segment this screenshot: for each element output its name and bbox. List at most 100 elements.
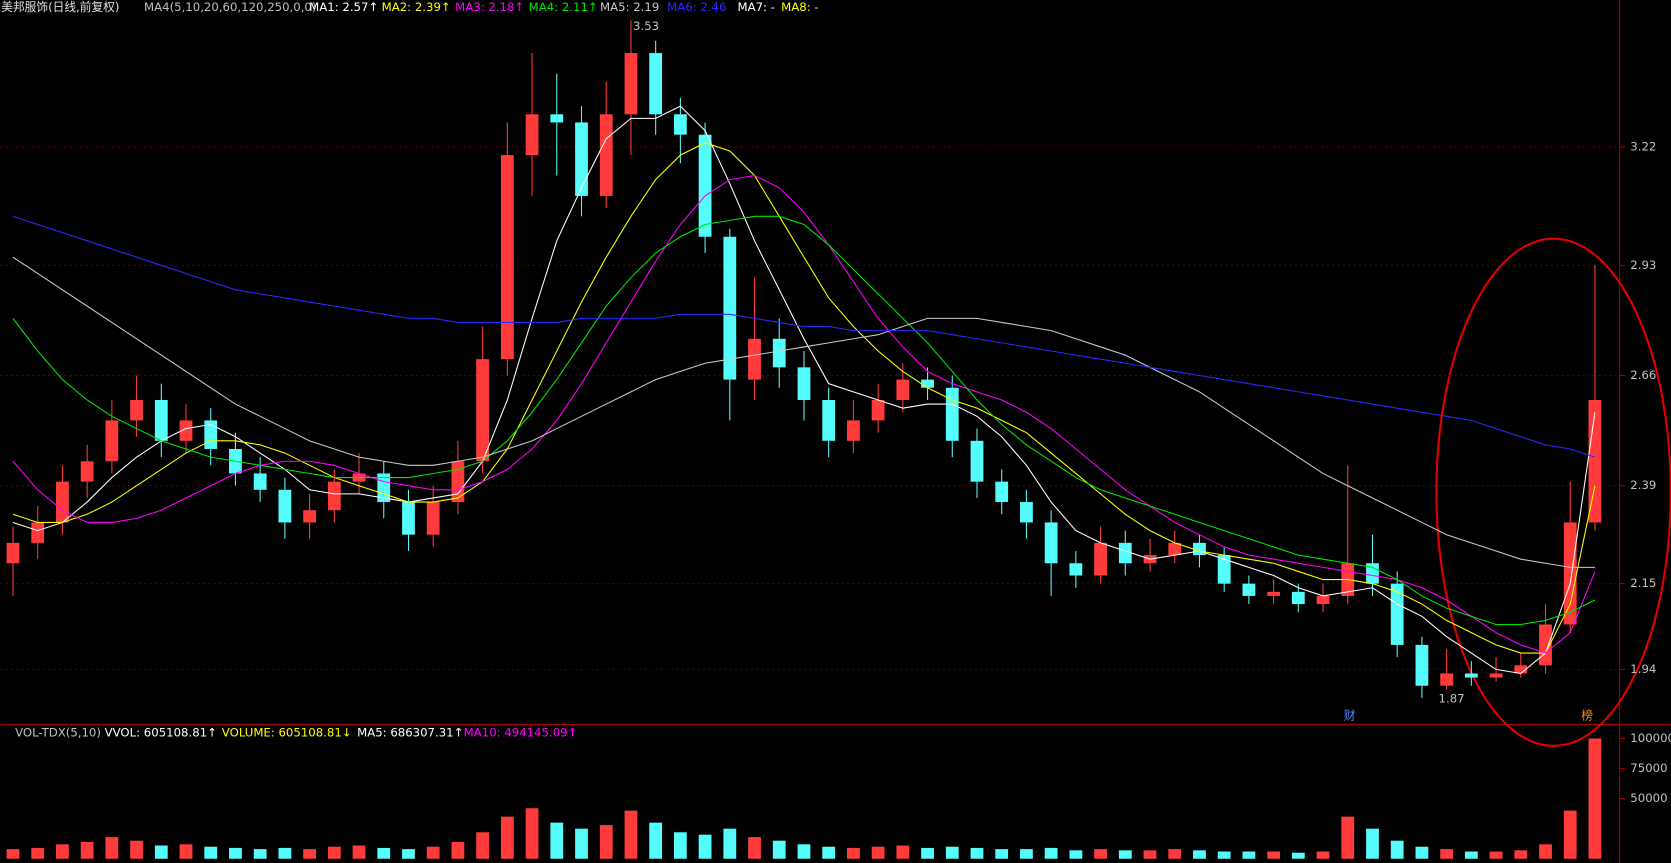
- legend-label: MA8: -: [781, 0, 818, 14]
- volume-bar: [847, 847, 860, 859]
- legend-label: MA6: 2.46: [667, 0, 726, 14]
- candle-body: [327, 481, 341, 511]
- volume-bar: [1168, 849, 1182, 859]
- legend-label: MA5: 686307.31↑: [357, 726, 463, 740]
- candle-body: [550, 114, 564, 123]
- candle-body: [80, 461, 94, 482]
- volume-bar: [1489, 851, 1503, 859]
- candle-body: [1168, 542, 1182, 556]
- candle-body: [822, 400, 836, 441]
- indicator-label: MA4(5,10,20,60,120,250,0,0): [144, 0, 316, 14]
- legend-label: MA5: 2.19: [600, 0, 659, 14]
- legend-label: VVOL: 605108.81↑: [105, 726, 217, 740]
- volume-bar: [179, 844, 193, 859]
- volume-bar: [1020, 849, 1033, 859]
- volume-bar: [748, 837, 761, 859]
- candle-body: [500, 155, 514, 360]
- candle-body: [847, 420, 860, 441]
- y-tick-label: 2.15: [1630, 576, 1656, 590]
- candle-body: [303, 510, 316, 523]
- candle-body: [1464, 673, 1478, 678]
- candle-body: [921, 379, 934, 388]
- candle-body: [1563, 522, 1577, 625]
- chart-title: 美邦服饰(日线,前复权): [1, 0, 119, 14]
- volume-bar: [31, 847, 45, 859]
- volume-bar: [1217, 851, 1231, 859]
- volume-bar: [1193, 850, 1206, 859]
- volume-bar: [426, 846, 440, 859]
- volume-bar: [204, 846, 218, 859]
- volume-bar: [1366, 828, 1379, 859]
- event-marker: 财: [1344, 708, 1356, 722]
- candle-body: [624, 53, 638, 115]
- volume-bar: [1069, 850, 1083, 859]
- ma-line: [12, 256, 1595, 568]
- candle-body: [451, 461, 465, 503]
- candle-body: [525, 114, 539, 156]
- volume-bar: [772, 840, 786, 859]
- candle-body: [1440, 673, 1454, 686]
- volume-bar: [327, 846, 341, 859]
- volume-bar: [303, 849, 316, 859]
- volume-bar: [550, 822, 564, 859]
- volume-bar: [377, 847, 391, 859]
- volume-bar: [1118, 850, 1132, 859]
- volume-bar: [1291, 852, 1305, 859]
- candle-body: [673, 114, 687, 135]
- volume-bar: [673, 832, 687, 859]
- ma-line: [12, 105, 1596, 675]
- volume-bar: [871, 846, 885, 859]
- event-marker: 榜: [1581, 708, 1593, 722]
- volume-bar: [525, 808, 539, 859]
- volume-bar: [896, 845, 910, 859]
- candle-body: [1489, 673, 1503, 678]
- candle-body: [1020, 502, 1033, 523]
- candle-body: [1044, 522, 1058, 564]
- candle-body: [995, 481, 1009, 503]
- candle-body: [1069, 563, 1083, 576]
- candle-body: [179, 420, 193, 441]
- volume-bar: [624, 810, 638, 859]
- volume-bar: [797, 844, 811, 859]
- candle-body: [1193, 542, 1206, 556]
- candle-body: [649, 53, 663, 115]
- candle-body: [599, 114, 613, 196]
- volume-bar: [698, 834, 712, 859]
- candle-body: [1094, 542, 1107, 576]
- candle-body: [1588, 400, 1602, 523]
- volume-bar: [130, 840, 143, 859]
- candle-body: [1217, 555, 1231, 584]
- y-tick-label: 2.66: [1630, 368, 1656, 382]
- candle-body: [945, 387, 959, 441]
- volume-bar: [402, 849, 415, 859]
- candle-body: [1118, 542, 1132, 564]
- candle-body: [1291, 591, 1305, 605]
- volume-title: VOL-TDX(5,10): [15, 726, 101, 740]
- candle-body: [105, 420, 119, 462]
- legend-label: MA7: -: [737, 0, 774, 14]
- volume-bar: [278, 847, 292, 859]
- candle-body: [871, 400, 885, 421]
- candle-body: [402, 502, 415, 535]
- candle-body: [772, 338, 786, 368]
- volume-bar: [451, 841, 465, 859]
- volume-bar: [1563, 810, 1577, 859]
- volume-bar: [995, 849, 1009, 859]
- volume-bar: [1044, 847, 1058, 859]
- volume-bar: [945, 846, 959, 859]
- legend-label: MA2: 2.39↑: [382, 0, 451, 14]
- candle-body: [723, 236, 737, 380]
- volume-bar: [649, 822, 663, 859]
- volume-bar: [1267, 851, 1280, 859]
- candle-body: [154, 400, 168, 441]
- volume-bar: [1316, 851, 1330, 859]
- volume-bar: [229, 847, 242, 859]
- volume-bar: [1415, 846, 1429, 859]
- y-tick-label: 1.94: [1630, 662, 1656, 676]
- volume-bar: [56, 844, 69, 859]
- volume-bar: [1094, 849, 1107, 859]
- volume-bar: [1390, 840, 1404, 859]
- volume-bar: [723, 828, 737, 859]
- candle-body: [130, 400, 143, 421]
